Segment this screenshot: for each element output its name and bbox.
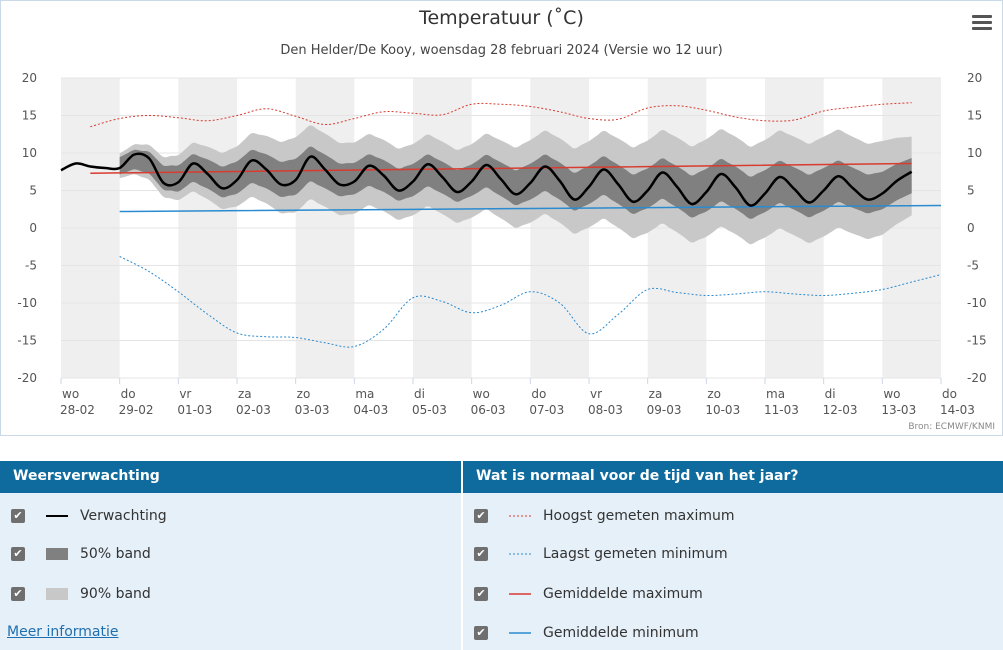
checkbox-record-min[interactable]: ✔	[474, 547, 488, 561]
legend-normal-header: Wat is normaal voor de tijd van het jaar…	[463, 461, 1003, 493]
x-label-day-1: do	[121, 387, 136, 401]
legend-item-verwachting[interactable]: ✔ Verwachting	[0, 504, 167, 528]
checkbox-normal-min[interactable]: ✔	[474, 626, 488, 640]
legend-item-record-min[interactable]: ✔ Laagst gemeten minimum	[463, 542, 728, 566]
x-label-day-0: wo	[62, 387, 79, 401]
x-label-date-2: 01-03	[177, 403, 212, 417]
legend-item-normal-max[interactable]: ✔ Gemiddelde maximum	[463, 582, 703, 606]
line-record-max	[90, 102, 912, 128]
x-label-day-12: ma	[766, 387, 785, 401]
chart-credits: Bron: ECMWF/KNMI	[908, 422, 995, 432]
y-tick-right-0: 0	[967, 221, 975, 235]
y-tick-right--15: -15	[967, 334, 987, 348]
x-label-day-3: za	[238, 387, 252, 401]
swatch-verwachting	[46, 510, 68, 522]
x-label-date-6: 05-03	[412, 403, 447, 417]
x-label-day-9: vr	[590, 387, 602, 401]
y-tick-right-15: 15	[967, 109, 982, 123]
line-normal-max	[90, 162, 912, 174]
line-record-min	[119, 256, 942, 348]
y-tick-right--20: -20	[967, 371, 987, 385]
legend-label-normal-max: Gemiddelde maximum	[543, 586, 703, 602]
y-tick-left--20: -20	[17, 371, 37, 385]
chart-title: Temperatuur (˚C)	[419, 7, 584, 29]
meer-informatie-link[interactable]: Meer informatie	[7, 624, 119, 640]
legend-item-normal-min[interactable]: ✔ Gemiddelde minimum	[463, 621, 699, 645]
x-label-day-15: do	[942, 387, 957, 401]
x-label-date-1: 29-02	[119, 403, 154, 417]
x-label-date-9: 08-03	[588, 403, 623, 417]
y-tick-left-5: 5	[29, 184, 37, 198]
checkbox-record-max[interactable]: ✔	[474, 509, 488, 523]
x-label-date-15: 14-03	[940, 403, 975, 417]
x-label-date-4: 03-03	[295, 403, 330, 417]
swatch-band50	[46, 548, 68, 560]
line-normal-min	[119, 204, 942, 213]
chart-subtitle: Den Helder/De Kooy, woensdag 28 februari…	[280, 43, 723, 58]
x-label-day-6: di	[414, 387, 425, 401]
legend-label-record-max: Hoogst gemeten maximum	[543, 508, 735, 524]
y-tick-right--5: -5	[967, 259, 979, 273]
x-label-day-13: di	[825, 387, 836, 401]
swatch-record-max	[509, 510, 531, 522]
x-label-date-10: 09-03	[647, 403, 682, 417]
legend-item-record-max[interactable]: ✔ Hoogst gemeten maximum	[463, 504, 735, 528]
legend-label-record-min: Laagst gemeten minimum	[543, 546, 728, 562]
y-tick-right-10: 10	[967, 146, 982, 160]
x-label-date-0: 28-02	[60, 403, 95, 417]
x-label-date-7: 06-03	[471, 403, 506, 417]
x-label-date-14: 13-03	[881, 403, 916, 417]
y-tick-right-20: 20	[967, 71, 982, 85]
legend-normal-panel: Wat is normaal voor de tijd van het jaar…	[463, 461, 1003, 650]
y-tick-left--5: -5	[25, 259, 37, 273]
swatch-normal-max	[509, 588, 531, 600]
swatch-record-min	[509, 548, 531, 560]
legend-item-band50[interactable]: ✔ 50% band	[0, 542, 151, 566]
x-label-date-13: 12-03	[823, 403, 858, 417]
x-label-day-4: zo	[297, 387, 311, 401]
swatch-band90	[46, 588, 68, 600]
y-tick-left-0: 0	[29, 221, 37, 235]
x-label-date-12: 11-03	[764, 403, 799, 417]
x-label-day-14: wo	[883, 387, 900, 401]
y-tick-left--15: -15	[17, 334, 37, 348]
x-label-date-3: 02-03	[236, 403, 271, 417]
legend-label-normal-min: Gemiddelde minimum	[543, 625, 699, 641]
checkbox-normal-max[interactable]: ✔	[474, 587, 488, 601]
y-tick-right-5: 5	[967, 184, 975, 198]
legend-forecast-panel: Weersverwachting ✔ Verwachting ✔ 50% ban…	[0, 461, 461, 650]
y-tick-left-10: 10	[22, 146, 37, 160]
x-label-day-7: wo	[473, 387, 490, 401]
legend-item-band90[interactable]: ✔ 90% band	[0, 582, 151, 606]
swatch-normal-min	[509, 627, 531, 639]
hamburger-menu-icon[interactable]	[972, 15, 992, 33]
x-label-day-11: zo	[707, 387, 721, 401]
band-50-area	[119, 146, 912, 219]
legend-label-verwachting: Verwachting	[80, 508, 167, 524]
checkbox-band90[interactable]: ✔	[11, 587, 25, 601]
x-label-day-5: ma	[355, 387, 374, 401]
y-tick-left--10: -10	[17, 296, 37, 310]
legend-forecast-header: Weersverwachting	[0, 461, 461, 493]
x-label-date-11: 10-03	[705, 403, 740, 417]
x-label-date-8: 07-03	[529, 403, 564, 417]
x-label-date-5: 04-03	[353, 403, 388, 417]
line-forecast	[60, 152, 913, 207]
checkbox-verwachting[interactable]: ✔	[11, 509, 25, 523]
legend-label-band50: 50% band	[80, 546, 151, 562]
x-label-day-8: do	[531, 387, 546, 401]
y-tick-right--10: -10	[967, 296, 987, 310]
y-tick-left-20: 20	[22, 71, 37, 85]
x-label-day-2: vr	[179, 387, 191, 401]
legend-label-band90: 90% band	[80, 586, 151, 602]
checkbox-band50[interactable]: ✔	[11, 547, 25, 561]
x-label-day-10: za	[649, 387, 663, 401]
y-tick-left-15: 15	[22, 109, 37, 123]
